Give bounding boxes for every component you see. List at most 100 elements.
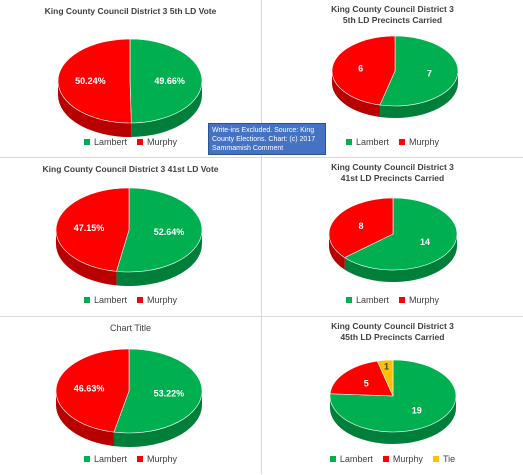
- chart-legend: Lambert Murphy Tie: [262, 454, 523, 464]
- data-label-lambert: 19: [412, 405, 422, 415]
- chart-legend: Lambert Murphy: [262, 295, 523, 305]
- chart-panel-2: King County Council District 3 5th LD Pre…: [262, 0, 523, 158]
- legend-item-lambert: Lambert: [329, 454, 373, 464]
- legend-item-murphy: Murphy: [399, 295, 439, 305]
- chart-title: King County Council District 3 41st LD V…: [42, 164, 219, 174]
- legend-label: Tie: [442, 454, 456, 464]
- chart-title: King County Council District 3 45th LD Pr…: [331, 321, 454, 342]
- pie-side-murphy: [55, 391, 114, 447]
- data-label-lambert: 53.22%: [154, 388, 185, 398]
- pie-slice-tie: [376, 359, 394, 397]
- legend-label: Murphy: [147, 295, 178, 305]
- pie-chart: 53.22% 46.63%: [55, 348, 203, 447]
- legend-item-murphy: Murphy: [382, 454, 423, 464]
- legend-label: Lambert: [93, 295, 127, 305]
- legend-item-lambert: Lambert: [345, 137, 389, 147]
- legend-swatch: [329, 455, 336, 462]
- pie-slice-murphy: [55, 348, 130, 433]
- legend-swatch: [399, 138, 405, 145]
- source-note: Write-ins Excluded. Source: King County …: [208, 123, 326, 155]
- pie-slice-lambert: [116, 187, 203, 273]
- legend-item-tie: Tie: [432, 454, 456, 464]
- legend-swatch: [83, 296, 90, 303]
- pie-side-lambert: [344, 234, 457, 282]
- chart-title: Chart Title: [109, 323, 151, 333]
- chart-panel-4: King County Council District 3 41st LD Pr…: [262, 158, 523, 316]
- legend-item-murphy: Murphy: [137, 295, 177, 305]
- legend-label: Murphy: [147, 137, 178, 147]
- data-label-lambert: 7: [427, 68, 432, 78]
- data-label-tie: 1: [384, 362, 389, 372]
- divider-horizontal-2: [0, 316, 523, 317]
- pie-side-lambert: [131, 81, 202, 137]
- legend-swatch: [137, 138, 143, 145]
- chart-title: King County Council District 3 5th LD Vo…: [44, 6, 217, 16]
- legend-item-lambert: Lambert: [83, 295, 127, 305]
- pie-slice-murphy: [57, 38, 132, 124]
- legend-label: Lambert: [355, 295, 389, 305]
- pie-chart: 14 8: [328, 197, 458, 282]
- pie-slice-murphy: [55, 187, 130, 272]
- legend-label: Lambert: [355, 137, 389, 147]
- pie-slice-lambert: [379, 35, 459, 107]
- data-label-lambert: 14: [420, 237, 430, 247]
- data-label-murphy: 46.63%: [74, 384, 105, 394]
- pie-slice-murphy: [331, 35, 396, 106]
- legend-label: Lambert: [93, 137, 127, 147]
- pie-slice-lambert: [129, 38, 203, 124]
- pie-side-murphy: [332, 71, 380, 117]
- pie-chart: 49.66% 50.24%: [57, 38, 203, 137]
- legend-item-murphy: Murphy: [137, 454, 177, 464]
- pie-side-lambert: [330, 396, 456, 444]
- data-label-murphy: 47.15%: [74, 223, 105, 233]
- legend-item-lambert: Lambert: [345, 295, 389, 305]
- legend-swatch: [345, 296, 352, 303]
- data-label-lambert: 52.64%: [154, 227, 185, 237]
- chart-title: King County Council District 3 41st LD Pr…: [331, 162, 454, 183]
- legend-item-murphy: Murphy: [399, 137, 439, 147]
- chart-panel-3: King County Council District 3 41st LD V…: [0, 158, 261, 316]
- legend-item-murphy: Murphy: [137, 137, 177, 147]
- legend-swatch: [83, 138, 90, 145]
- chart-legend: Lambert Murphy: [262, 137, 523, 147]
- chart-panel-5: Chart Title 53.22% 46.63% Lambert Murphy: [0, 317, 261, 475]
- pie-side-murphy: [55, 230, 117, 286]
- legend-label: Lambert: [339, 454, 373, 464]
- pie-chart: 76: [331, 35, 459, 118]
- legend-swatch: [382, 455, 389, 462]
- pie-slice-murphy: [328, 197, 394, 258]
- chart-legend: Lambert Murphy: [0, 295, 261, 305]
- chart-legend: Lambert Murphy: [0, 137, 261, 147]
- legend-label: Lambert: [93, 454, 127, 464]
- legend-swatch: [432, 455, 439, 462]
- legend-label: Murphy: [392, 454, 423, 464]
- legend-swatch: [399, 296, 405, 303]
- data-label-murphy: 50.24%: [75, 76, 106, 86]
- legend-item-lambert: Lambert: [83, 454, 127, 464]
- data-label-lambert: 49.66%: [154, 76, 185, 86]
- data-label-murphy: 5: [364, 378, 369, 388]
- pie-side-murphy: [58, 81, 132, 137]
- legend-label: Murphy: [147, 454, 178, 464]
- data-label-murphy: 8: [358, 221, 363, 231]
- pie-slice-murphy: [329, 360, 394, 397]
- legend-swatch: [137, 455, 143, 462]
- pie-chart: 52.64% 47.15%: [55, 187, 203, 286]
- data-label-murphy: 6: [358, 64, 363, 74]
- legend-item-lambert: Lambert: [83, 137, 127, 147]
- legend-swatch: [345, 138, 352, 145]
- pie-side-murphy: [329, 234, 345, 270]
- pie-slice-lambert: [344, 197, 458, 271]
- chart-panel-1: King County Council District 3 5th LD Vo…: [0, 0, 261, 158]
- chart-legend: Lambert Murphy: [0, 454, 261, 464]
- pie-slice-lambert: [113, 348, 203, 434]
- chart-title: King County Council District 3 5th LD Pre…: [331, 4, 454, 25]
- legend-label: Murphy: [409, 137, 440, 147]
- divider-vertical: [261, 0, 262, 474]
- legend-swatch: [137, 296, 143, 303]
- divider-horizontal-1: [0, 157, 523, 158]
- legend-label: Murphy: [409, 295, 440, 305]
- legend-swatch: [83, 455, 90, 462]
- chart-panel-6: King County Council District 3 45th LD Pr…: [262, 317, 523, 475]
